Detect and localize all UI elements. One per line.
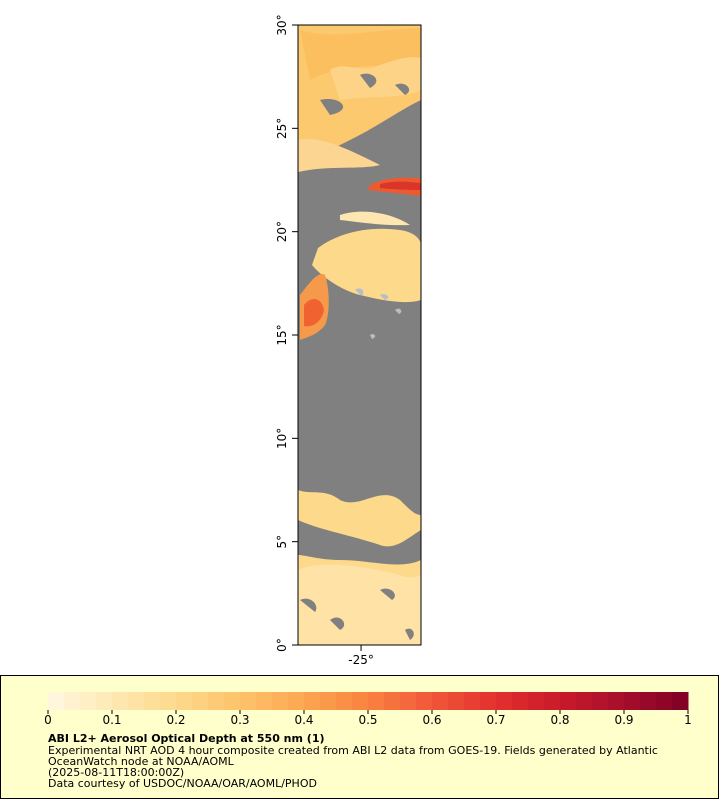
colorbar-cell: [624, 692, 641, 710]
legend-credit: Data courtesy of USDOC/NOAA/OAR/AOML/PHO…: [48, 777, 317, 790]
colorbar-cell: [416, 692, 433, 710]
colorbar-cell: [400, 692, 417, 710]
colorbar-tick-label: 0.3: [230, 713, 249, 727]
colorbar-cell: [320, 692, 337, 710]
colorbar-tick-label: 0.1: [102, 713, 121, 727]
colorbar-cell: [80, 692, 97, 710]
y-tick-label: 25°: [275, 118, 289, 139]
colorbar-cell: [576, 692, 593, 710]
colorbar-tick-label: 1: [684, 713, 692, 727]
colorbar-tick-label: 0: [44, 713, 52, 727]
map-imagery: [298, 25, 421, 645]
colorbar-cell: [160, 692, 177, 710]
colorbar-cell: [240, 692, 257, 710]
colorbar-cell: [464, 692, 481, 710]
x-tick-label: -25°: [348, 653, 374, 667]
legend-title: ABI L2+ Aerosol Optical Depth at 550 nm …: [48, 732, 325, 745]
colorbar-cell: [176, 692, 193, 710]
y-tick-label: 5°: [275, 535, 289, 549]
colorbar-tick-label: 0.8: [550, 713, 569, 727]
colorbar-cell: [528, 692, 545, 710]
colorbar-cell: [512, 692, 529, 710]
y-tick-label: 20°: [275, 221, 289, 242]
colorbar-tick-label: 0.6: [422, 713, 441, 727]
colorbar-cell: [48, 692, 65, 710]
y-tick-label: 15°: [275, 324, 289, 345]
colorbar-tick-label: 0.4: [294, 713, 313, 727]
colorbar-tick-label: 0.2: [166, 713, 185, 727]
colorbar-cell: [640, 692, 657, 710]
colorbar-cell: [480, 692, 497, 710]
colorbar-cell: [432, 692, 449, 710]
colorbar-cell: [496, 692, 513, 710]
colorbar-cell: [544, 692, 561, 710]
colorbar-cell: [656, 692, 673, 710]
colorbar-cell: [672, 692, 689, 710]
colorbar-cell: [128, 692, 145, 710]
colorbar-cell: [448, 692, 465, 710]
colorbar-cell: [304, 692, 321, 710]
colorbar-cell: [592, 692, 609, 710]
colorbar-cell: [224, 692, 241, 710]
colorbar-cell: [96, 692, 113, 710]
y-tick-label: 0°: [275, 638, 289, 652]
colorbar-cell: [368, 692, 385, 710]
colorbar-cell: [384, 692, 401, 710]
y-tick-label: 30°: [275, 14, 289, 35]
colorbar-cell: [144, 692, 161, 710]
colorbar-cell: [608, 692, 625, 710]
colorbar-cell: [256, 692, 273, 710]
colorbar-cell: [352, 692, 369, 710]
colorbar-tick-label: 0.9: [614, 713, 633, 727]
legend-description: Experimental NRT AOD 4 hour composite cr…: [48, 744, 658, 768]
y-tick-label: 10°: [275, 428, 289, 449]
colorbar-cell: [288, 692, 305, 710]
colorbar-cell: [208, 692, 225, 710]
colorbar-cell: [112, 692, 129, 710]
colorbar-cell: [336, 692, 353, 710]
colorbar-cell: [64, 692, 81, 710]
colorbar-tick-label: 0.7: [486, 713, 505, 727]
colorbar-cell: [560, 692, 577, 710]
legend-time: (2025-08-11T18:00:00Z): [48, 766, 185, 779]
colorbar-cell: [192, 692, 209, 710]
colorbar-tick-label: 0.5: [358, 713, 377, 727]
colorbar-cell: [272, 692, 289, 710]
